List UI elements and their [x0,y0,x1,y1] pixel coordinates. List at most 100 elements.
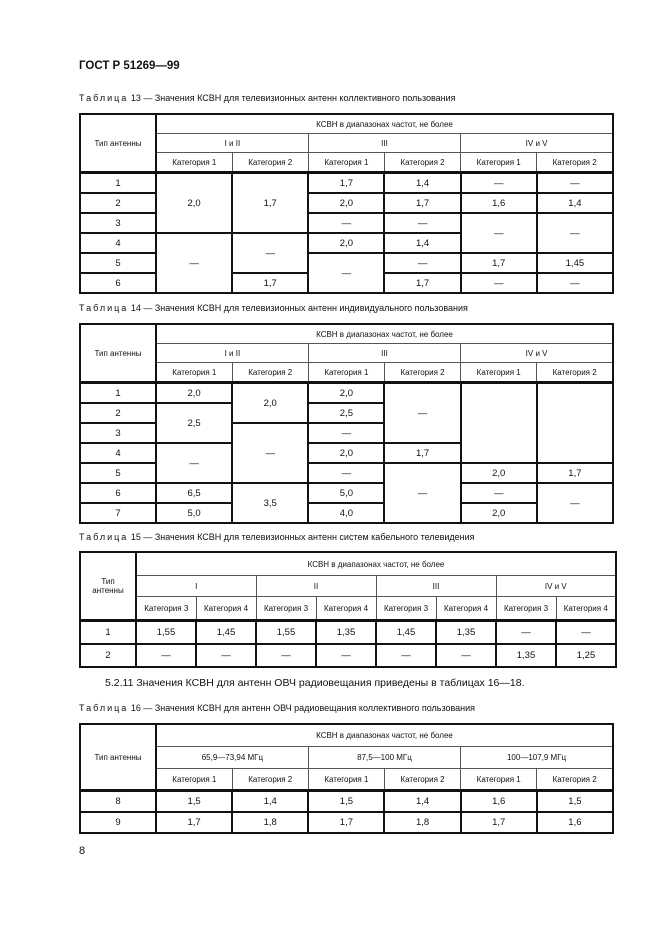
cell: — [315,642,377,668]
cell: 1,6 [459,192,538,214]
cell: 2,0 [154,171,234,234]
caption-label: Таблица [79,303,129,313]
cell: 2,0 [459,502,538,524]
paragraph-5-2-11: 5.2.11 Значения КСВН для антенн ОВЧ ради… [105,677,525,689]
header-category: Категория 3 [375,596,437,622]
cell: 1 [79,619,137,645]
cell: 1,45 [535,252,615,274]
caption-label: Таблица [79,532,129,542]
table-row: 2 2,0 1,7 1,6 1,4 [79,192,615,214]
table-13: Тип антенны КСВН в диапазонах частот, не … [79,113,615,294]
header-category: Категория 1 [307,768,385,792]
header-category: Категория 2 [231,362,309,384]
cell: 1,5 [307,789,386,813]
header-category: Категория 2 [383,768,462,792]
cell: 2,0 [154,381,234,404]
cell: — [555,619,617,645]
cell: 2,5 [154,402,234,444]
table-16-caption: Таблица 16 — Значения КСВН для антенн ОВ… [79,703,475,713]
header-category: Категория 2 [231,768,309,792]
cell: — [383,212,462,234]
cell: 1,7 [231,272,310,294]
cell: 2,0 [307,442,386,464]
header-ksvn: КСВН в диапазонах частот, не более [155,723,614,747]
cell: 1,45 [195,619,257,645]
table-15-caption: Таблица 15 — Значения КСВН для телевизио… [79,532,475,542]
cell: 6 [79,482,157,504]
cell: 1,6 [535,810,615,834]
header-category: Категория 1 [155,362,233,384]
table-row: 4— —2,0 1,4 [79,232,613,294]
header-type: Тип антенны [79,323,157,384]
cell: 1,7 [383,272,462,294]
cell: 1,8 [383,810,462,834]
cell: 1,35 [495,642,557,668]
table-row: 3— — — — [79,212,615,254]
cell [535,381,615,464]
header-category: Категория 1 [460,362,538,384]
cell: 1,4 [231,789,310,813]
header-type: Тип антенны [79,551,137,622]
header-category: Категория 2 [231,152,309,174]
cell: — [459,482,538,504]
cell: — [307,212,386,234]
cell: 1,8 [231,810,310,834]
cell: — [375,642,437,668]
cell: 4,0 [307,502,386,524]
document-header: ГОСТ Р 51269—99 [79,60,180,72]
cell: 1,7 [383,192,462,214]
header-band: II [255,575,377,597]
cell: — [195,642,257,668]
cell: 1,5 [535,789,615,813]
cell: 4 [79,232,157,254]
cell: 1,35 [315,619,377,645]
cell: 1,7 [459,252,538,274]
cell: — [135,642,197,668]
header-category: Категория 1 [307,152,385,174]
cell: 1 [79,171,157,194]
table-row: 8 1,5 1,4 1,5 1,4 1,6 1,5 [79,789,615,813]
caption-number: 16 [130,703,141,713]
cell: 1,45 [375,619,437,645]
header-category: Категория 4 [435,596,497,622]
cell: 7 [79,502,157,524]
table-row: 7 5,0 4,0 2,0 [79,502,613,524]
cell: 1,5 [154,789,234,813]
table-row: 3— — [79,422,613,484]
cell: 1,4 [535,192,615,214]
cell: — [459,272,538,294]
cell: 3 [79,422,157,444]
cell: — [535,272,615,294]
cell: 5 [79,252,157,274]
header-category: Категория 4 [195,596,257,622]
caption-number: 15 [130,532,141,542]
table-14: Тип антенны КСВН в диапазонах частот, не … [79,323,615,524]
header-band: I [135,575,257,597]
cell: 5,0 [307,482,386,504]
cell: — [231,232,310,274]
cell: 2,5 [307,402,386,424]
cell: — [535,482,615,524]
cell: 2,0 [231,381,310,424]
header-band: IV и V [460,133,614,153]
cell: — [383,462,462,524]
table-row: 1 2,0 1,7 1,7 1,4— — [79,171,615,234]
cell: — [154,232,234,294]
header-ksvn: КСВН в диапазонах частот, не более [135,551,617,576]
header-category: Категория 1 [307,362,385,384]
cell: 5,0 [154,502,234,524]
cell: — [459,212,538,254]
header-category: Категория 3 [495,596,557,622]
header-band: III [375,575,497,597]
cell: 1,7 [154,810,234,834]
cell: 1,25 [555,642,617,668]
cell: — [535,212,615,254]
page-number: 8 [79,845,86,857]
cell: 1,6 [459,789,538,813]
header-category: Категория 1 [155,152,233,174]
header-band: IV и V [495,575,617,597]
header-band: IV и V [460,343,614,363]
cell: 3,5 [231,482,310,524]
header-band: III [307,343,462,363]
